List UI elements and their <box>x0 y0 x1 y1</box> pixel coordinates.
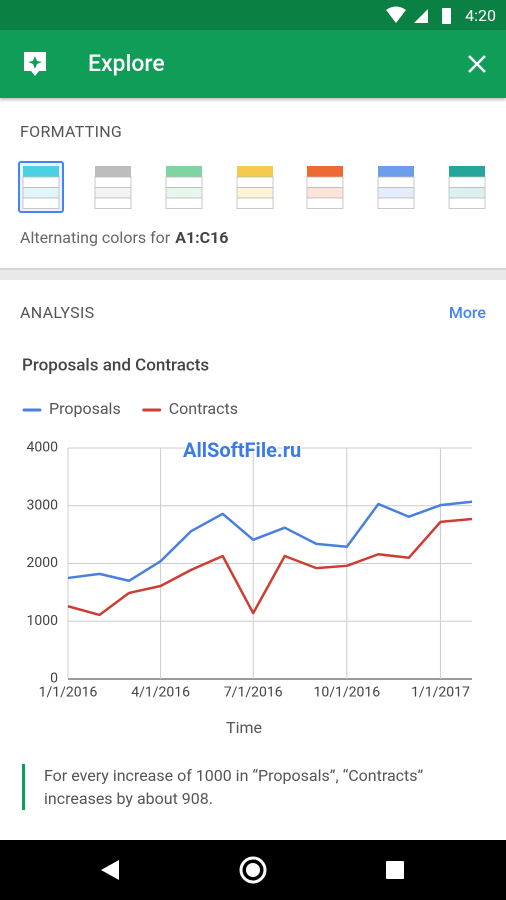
swatches <box>18 161 486 213</box>
swatch[interactable] <box>22 166 60 209</box>
y-tick-label: 2000 <box>27 555 59 571</box>
swatch-header <box>449 166 485 177</box>
status-bar: 4:20 <box>0 0 506 30</box>
swatch-header <box>95 166 131 177</box>
back-button[interactable] <box>101 860 119 880</box>
insight: For every increase of 1000 in “Proposals… <box>22 764 494 810</box>
caption-text: Alternating colors for <box>20 228 171 247</box>
swatch-row <box>377 187 415 199</box>
y-tick-label: 0 <box>50 671 58 687</box>
swatch-row <box>236 176 274 188</box>
swatch-row <box>165 197 203 209</box>
swatch-row <box>22 197 60 209</box>
swatch-header <box>378 166 414 177</box>
swatch-row <box>306 176 344 188</box>
chart: Proposals and Contracts Time 0 1000 2000 30… <box>22 355 473 737</box>
caption: Alternating colors for A1:C16 <box>20 228 228 247</box>
close-button[interactable] <box>466 53 488 75</box>
swatch-row <box>306 197 344 209</box>
swatch-header <box>23 166 59 177</box>
swatch[interactable] <box>377 166 415 209</box>
watermark: AllSoftFile.ru <box>183 438 302 462</box>
swatch-row <box>306 187 344 199</box>
app-title: Explore <box>88 50 165 77</box>
chart-title: Proposals and Contracts <box>22 355 209 375</box>
swatch-row <box>22 187 60 199</box>
y-tick-label: 3000 <box>27 497 59 513</box>
legend-label: Contracts <box>169 399 238 418</box>
legend-label: Proposals <box>49 399 121 418</box>
x-tick-label: 10/1/2016 <box>314 685 381 701</box>
y-tick-label: 1000 <box>27 613 59 629</box>
swatch-row <box>377 197 415 209</box>
swatch-row <box>448 187 486 199</box>
swatch-row <box>94 187 132 199</box>
swatch-header <box>307 166 343 177</box>
x-tick-label: 7/1/2016 <box>224 685 283 701</box>
swatch-row <box>22 176 60 188</box>
x-axis-label: Time <box>226 718 262 737</box>
swatch-row <box>94 176 132 188</box>
section-heading: FORMATTING <box>20 122 123 141</box>
x-tick-label: 1/1/2017 <box>411 685 470 701</box>
nav-buttons <box>101 856 404 884</box>
swatch-row <box>236 197 274 209</box>
clock: 4:20 <box>465 6 496 25</box>
home-button[interactable] <box>239 856 267 884</box>
more-link[interactable]: More <box>448 303 486 322</box>
x-tick-label: 4/1/2016 <box>131 685 190 701</box>
nav-bar <box>0 840 506 900</box>
caption-range: A1:C16 <box>175 228 229 247</box>
series-line <box>67 500 473 583</box>
swatch-header <box>237 166 273 177</box>
explore-icon <box>24 52 46 76</box>
y-tick-label: 4000 <box>27 440 59 456</box>
recents-button[interactable] <box>386 861 404 879</box>
swatch-header <box>166 166 202 177</box>
swatch-row <box>377 176 415 188</box>
swatch-row <box>236 187 274 199</box>
x-tick-label: 1/1/2016 <box>39 685 98 701</box>
swatch-row <box>165 176 203 188</box>
swatch-row <box>94 197 132 209</box>
swatch[interactable] <box>94 166 132 209</box>
divider <box>0 268 506 280</box>
swatch-row <box>448 197 486 209</box>
swatch[interactable] <box>236 166 274 209</box>
swatch-row <box>448 176 486 188</box>
status-icons <box>386 6 451 24</box>
section-heading: ANALYSIS <box>20 303 95 322</box>
swatch[interactable] <box>306 166 344 209</box>
app-bar: Explore <box>0 30 506 98</box>
series-line <box>67 517 473 617</box>
swatch[interactable] <box>165 166 203 209</box>
swatch-row <box>165 187 203 199</box>
swatch[interactable] <box>448 166 486 209</box>
